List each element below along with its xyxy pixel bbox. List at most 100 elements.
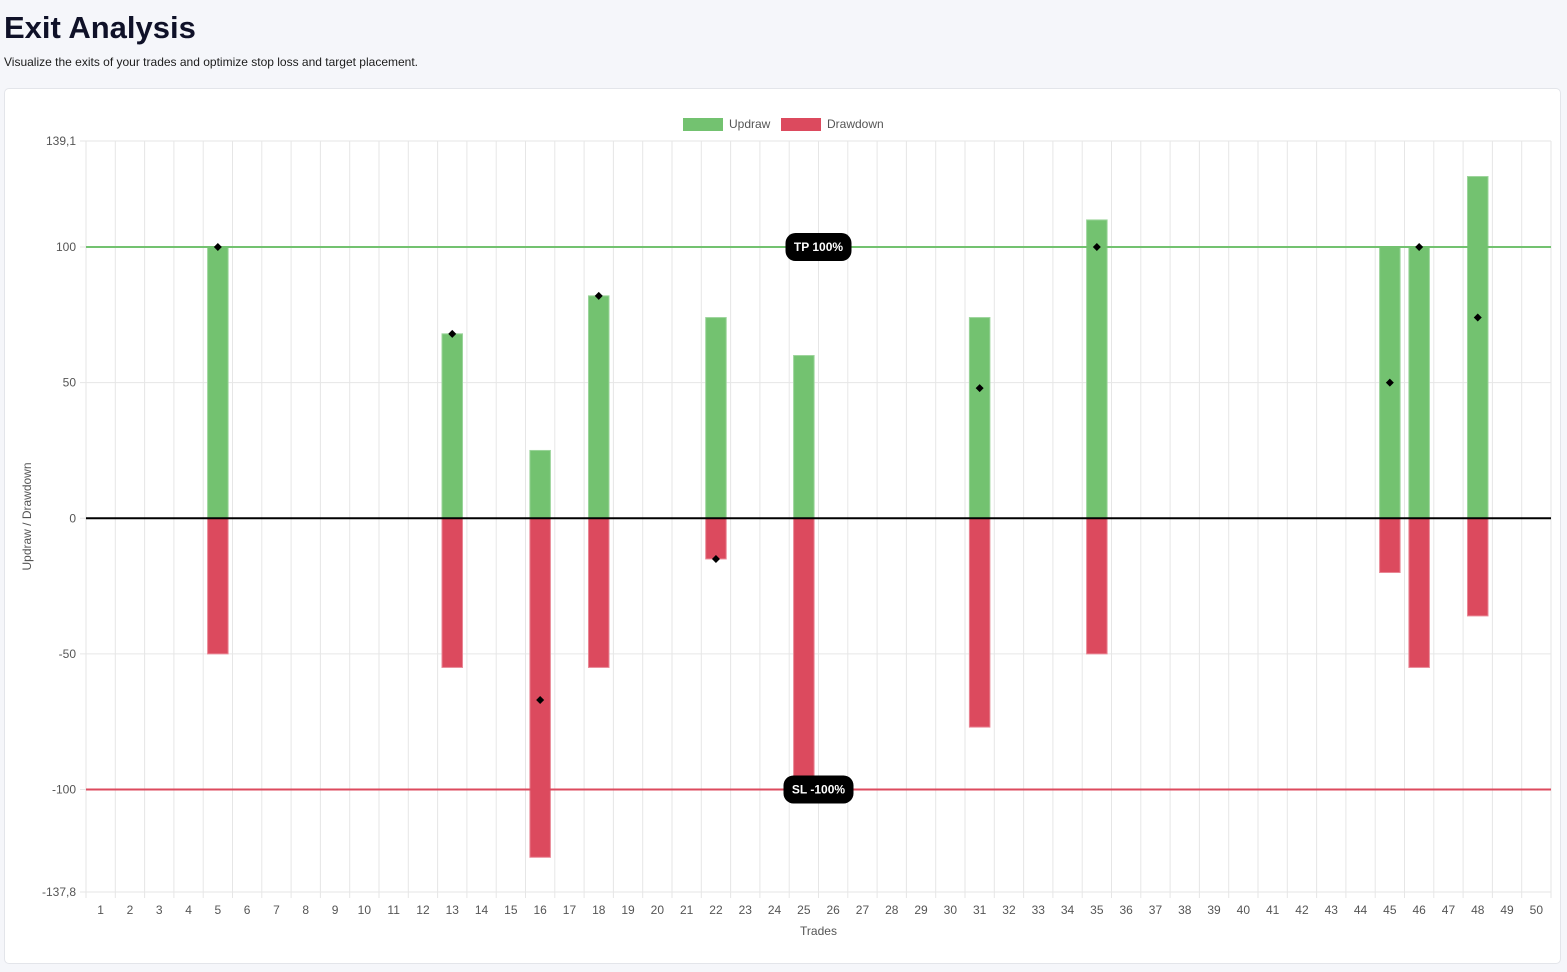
x-tick-label: 21 — [680, 903, 694, 917]
y-axis-title: Updraw / Drawdown — [20, 462, 34, 570]
exit-marker — [975, 384, 984, 393]
sl-label: SL -100% — [792, 782, 845, 796]
x-tick-label: 39 — [1207, 903, 1221, 917]
x-tick-label: 37 — [1149, 903, 1163, 917]
sl-label-background — [783, 775, 854, 804]
legend-label-drawdown[interactable]: Drawdown — [827, 117, 884, 131]
exit-markers — [213, 243, 1482, 794]
x-tick-label: 41 — [1266, 903, 1280, 917]
x-tick-label: 34 — [1061, 903, 1075, 917]
legend-label-updraw[interactable]: Updraw — [729, 117, 771, 131]
tp-label-background — [785, 233, 852, 262]
y-tick-label: 50 — [63, 376, 77, 390]
x-tick-label: 46 — [1412, 903, 1426, 917]
x-tick-label: 10 — [358, 903, 372, 917]
x-tick-label: 14 — [475, 903, 489, 917]
x-tick-label: 15 — [504, 903, 518, 917]
x-tick-label: 2 — [127, 903, 134, 917]
x-tick-label: 48 — [1471, 903, 1485, 917]
exit-marker — [1092, 243, 1101, 252]
drawdown-bar — [1379, 517, 1401, 574]
x-tick-label: 26 — [826, 903, 840, 917]
x-tick-label: 8 — [302, 903, 309, 917]
x-tick-label: 49 — [1500, 903, 1514, 917]
x-tick-label: 31 — [973, 903, 987, 917]
x-tick-label: 35 — [1090, 903, 1104, 917]
drawdown-bar — [1466, 517, 1489, 617]
x-tick-label: 45 — [1383, 903, 1397, 917]
x-tick-label: 18 — [592, 903, 606, 917]
chart-card: 139,1 100 50 0 -50 -100 -137,8 1 2 3 4 5 6 7 8 9 10 11 12 1… — [4, 88, 1561, 964]
updraw-bar — [441, 333, 464, 519]
x-tick-label: 23 — [739, 903, 753, 917]
exit-marker — [213, 243, 222, 252]
exit-marker — [536, 695, 545, 704]
x-tick-label: 4 — [185, 903, 192, 917]
x-tick-label: 17 — [563, 903, 577, 917]
drawdown-bar — [793, 517, 815, 790]
grid — [80, 140, 1552, 898]
x-tick-label: 6 — [244, 903, 251, 917]
updraw-bar — [529, 449, 551, 519]
exit-marker — [1385, 378, 1394, 387]
x-tick-label: 11 — [387, 903, 400, 917]
exit-marker — [711, 554, 720, 563]
x-tick-label: 38 — [1178, 903, 1192, 917]
x-tick-label: 24 — [768, 903, 782, 917]
drawdown-bar — [441, 517, 464, 668]
x-tick-label: 16 — [533, 903, 547, 917]
updraw-bar — [1466, 176, 1489, 519]
x-tick-label: 5 — [215, 903, 222, 917]
x-tick-label: 3 — [156, 903, 163, 917]
x-tick-label: 33 — [1032, 903, 1046, 917]
drawdown-bar — [1408, 517, 1430, 668]
drawdown-bar — [207, 517, 229, 655]
y-tick-label: 139,1 — [46, 134, 76, 148]
x-tick-label: 1 — [97, 903, 104, 917]
x-tick-label: 9 — [332, 903, 339, 917]
drawdown-bar — [968, 517, 991, 728]
x-tick-label: 28 — [885, 903, 899, 917]
x-tick-label: 27 — [856, 903, 870, 917]
x-tick-label: 12 — [416, 903, 430, 917]
page-subtitle: Visualize the exits of your trades and o… — [4, 55, 419, 69]
y-tick-label: 100 — [56, 240, 76, 254]
legend-swatch-updraw[interactable] — [683, 118, 723, 131]
page-title: Exit Analysis — [4, 10, 196, 45]
legend-swatch-drawdown — [781, 118, 821, 131]
x-tick-label: 40 — [1237, 903, 1251, 917]
updraw-bar — [207, 246, 229, 519]
x-tick-label: 22 — [709, 903, 723, 917]
drawdown-bar — [587, 517, 610, 668]
x-tick-label: 43 — [1325, 903, 1339, 917]
y-tick-label: -137,8 — [42, 885, 76, 899]
exit-marker — [1473, 313, 1482, 322]
exit-marker — [594, 291, 603, 300]
x-tick-label: 13 — [446, 903, 460, 917]
updraw-bar — [1408, 246, 1430, 519]
x-tick-label: 7 — [273, 903, 280, 917]
x-tick-label: 25 — [797, 903, 811, 917]
x-tick-label: 19 — [621, 903, 635, 917]
updraw-bar — [587, 295, 610, 519]
x-tick-label: 32 — [1002, 903, 1016, 917]
updraw-bar — [793, 355, 815, 519]
x-tick-label: 50 — [1530, 903, 1544, 917]
y-tick-label: -100 — [52, 782, 76, 796]
drawdown-bar — [705, 517, 727, 560]
y-tick-label: -50 — [59, 647, 77, 661]
x-tick-label: 47 — [1442, 903, 1456, 917]
exit-marker — [1415, 243, 1424, 252]
legend[interactable]: Updraw Drawdown — [683, 117, 884, 131]
x-tick-label: 42 — [1295, 903, 1309, 917]
x-tick-label: 29 — [914, 903, 928, 917]
exit-marker — [448, 329, 457, 338]
x-axis-title: Trades — [800, 924, 837, 938]
updraw-bar — [705, 317, 727, 519]
y-tick-label: 0 — [69, 511, 76, 525]
x-tick-label: 30 — [944, 903, 958, 917]
x-tick-label: 36 — [1119, 903, 1133, 917]
x-tick-label: 44 — [1354, 903, 1368, 917]
